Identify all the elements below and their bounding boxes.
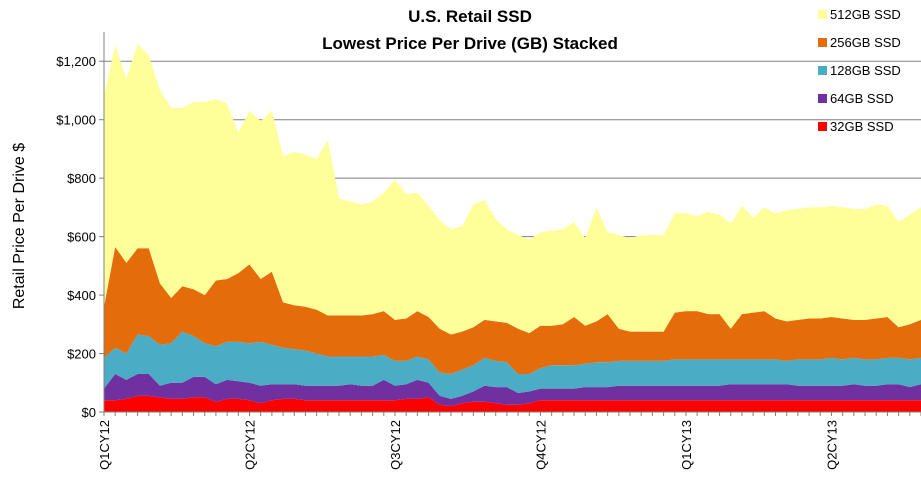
legend-swatch-256gb-ssd (818, 38, 827, 47)
x-tick-label: Q2CY13 (824, 420, 839, 470)
x-tick-label: Q1CY13 (679, 420, 694, 470)
legend-label-64gb-ssd: 64GB SSD (830, 91, 894, 106)
legend: 512GB SSD 256GB SSD 128GB SSD 64GB SSD 32GB … (818, 7, 901, 134)
area-32gb-ssd (104, 395, 921, 412)
y-tick-label: $1,000 (56, 113, 96, 128)
axes (99, 32, 921, 416)
y-tick-label: $400 (67, 288, 96, 303)
legend-swatch-512gb-ssd (818, 10, 827, 19)
area-256gb-ssd (104, 246, 921, 374)
area-512gb-ssd (104, 43, 921, 335)
area-128gb-ssd (104, 331, 921, 399)
legend-swatch-128gb-ssd (818, 66, 827, 75)
area-series (104, 43, 921, 412)
y-tick-label: $800 (67, 171, 96, 186)
y-tick-label: $200 (67, 347, 96, 362)
legend-label-256gb-ssd: 256GB SSD (830, 35, 901, 50)
y-tick-labels: $0 $200 $400 $600 $800 $1,000 $1,200 (56, 54, 96, 420)
y-tick-label: $1,200 (56, 54, 96, 69)
x-tick-label: Q1CY12 (97, 420, 112, 470)
x-tick-label: Q4CY12 (533, 420, 548, 470)
legend-label-128gb-ssd: 128GB SSD (830, 63, 901, 78)
chart-title: U.S. Retail SSD (408, 7, 532, 26)
legend-label-32gb-ssd: 32GB SSD (830, 119, 894, 134)
y-tick-label: $600 (67, 230, 96, 245)
x-tick-labels: Q1CY12 Q2CY12 Q3CY12 Q4CY12 Q1CY13 Q2CY13 (97, 420, 839, 470)
x-tick-label: Q2CY12 (242, 420, 257, 470)
chart-subtitle: Lowest Price Per Drive (GB) Stacked (322, 34, 618, 53)
legend-label-512gb-ssd: 512GB SSD (830, 7, 901, 22)
y-axis-label: Retail Price Per Drive $ (11, 143, 28, 309)
area-64gb-ssd (104, 374, 921, 407)
y-tick-label: $0 (82, 405, 96, 420)
legend-swatch-64gb-ssd (818, 94, 827, 103)
x-tick-label: Q3CY12 (388, 420, 403, 470)
legend-swatch-32gb-ssd (818, 122, 827, 131)
